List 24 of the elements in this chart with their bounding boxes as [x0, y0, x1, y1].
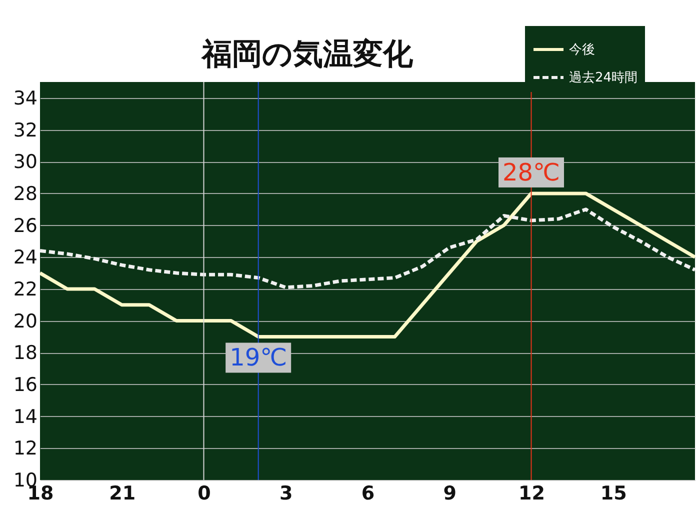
y-tick-label: 20: [13, 310, 38, 332]
legend-label: 今後: [569, 42, 595, 58]
x-tick-label: 3: [280, 482, 293, 504]
y-tick-label: 16: [13, 374, 38, 396]
line-series: [40, 192, 695, 338]
y-tick-label: 34: [13, 87, 38, 110]
y-tick-label: 24: [13, 246, 38, 269]
chart-title: 福岡の気温変化: [200, 37, 414, 72]
y-tick-label: 22: [13, 278, 38, 300]
legend-label: 過去24時間: [569, 70, 638, 86]
y-tick-label: 30: [13, 151, 38, 174]
y-tick-label: 26: [13, 214, 38, 237]
y-tick-label: 32: [13, 119, 38, 142]
x-tick-label: 9: [443, 482, 456, 504]
x-tick-label: 0: [198, 482, 211, 504]
y-tick-label: 12: [13, 438, 38, 460]
y-tick-label: 14: [13, 406, 38, 428]
x-tick-label: 6: [361, 482, 375, 504]
x-tick-label: 15: [600, 482, 627, 504]
x-tick-label: 21: [109, 482, 136, 504]
y-tick-label: 18: [13, 342, 38, 364]
x-tick-label: 12: [518, 482, 545, 504]
y-tick-label: 28: [13, 182, 38, 205]
line-series: [40, 208, 695, 290]
